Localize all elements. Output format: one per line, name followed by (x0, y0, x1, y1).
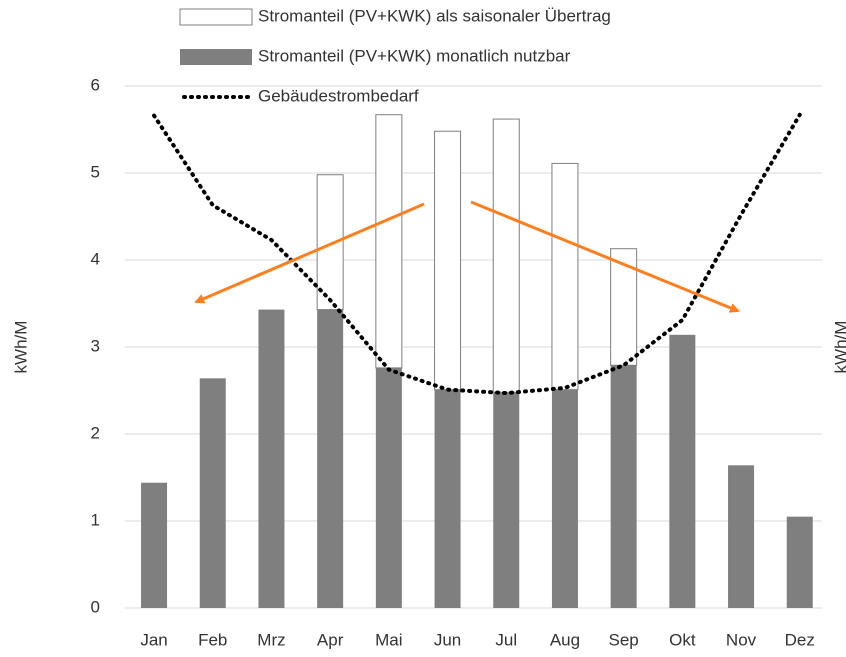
bar (199, 378, 226, 608)
y-tick-label: 5 (91, 162, 100, 181)
bar (786, 516, 813, 608)
y-tick-label: 0 (91, 597, 100, 616)
legend-label: Stromanteil (PV+KWK) als saisonaler Über… (258, 6, 611, 25)
bar (375, 114, 403, 369)
legend-label: Stromanteil (PV+KWK) monatlich nutzbar (258, 46, 571, 65)
y-tick-label: 4 (91, 249, 100, 268)
line (152, 112, 802, 396)
x-tick-label: Mrz (257, 630, 285, 649)
arrow (470, 200, 740, 313)
bar (728, 465, 755, 608)
bar (375, 367, 402, 608)
bar (610, 248, 638, 366)
x-tick-label: Jan (140, 630, 167, 649)
legend-swatch (179, 8, 253, 26)
x-tick-label: Nov (726, 630, 757, 649)
bar (493, 392, 520, 608)
y-tick-label: 3 (91, 336, 100, 355)
bar (434, 389, 461, 608)
y-tick-label: 1 (91, 510, 100, 529)
x-tick-label: Sep (609, 630, 639, 649)
y-axis-label: kWh/M (11, 321, 30, 374)
x-tick-label: Dez (785, 630, 815, 649)
y2-axis-label: kWh/M (831, 321, 846, 374)
bar (610, 365, 637, 608)
bar (258, 309, 285, 608)
x-tick-label: Mai (375, 630, 402, 649)
bar (317, 309, 344, 608)
legend-swatch (180, 49, 252, 65)
arrow (194, 202, 425, 304)
x-tick-label: Okt (669, 630, 696, 649)
legend: Stromanteil (PV+KWK) als saisonaler Über… (179, 6, 611, 105)
bar (551, 389, 578, 608)
bar (669, 334, 696, 608)
y-tick-label: 6 (91, 75, 100, 94)
bar (551, 162, 579, 391)
bar (434, 130, 462, 391)
x-tick-label: Jul (495, 630, 517, 649)
bar (141, 482, 168, 608)
y-tick-label: 2 (91, 423, 100, 442)
plot-area: Jan Feb Mrz Apr Mai Jun Jul Aug Sep Okt Nov Dez (124, 85, 822, 649)
legend-label: Gebäudestrombedarf (258, 86, 419, 105)
x-tick-label: Jun (434, 630, 461, 649)
x-tick-label: Apr (317, 630, 344, 649)
bar (492, 118, 520, 393)
x-tick-label: Aug (550, 630, 580, 649)
x-tick-label: Feb (198, 630, 227, 649)
